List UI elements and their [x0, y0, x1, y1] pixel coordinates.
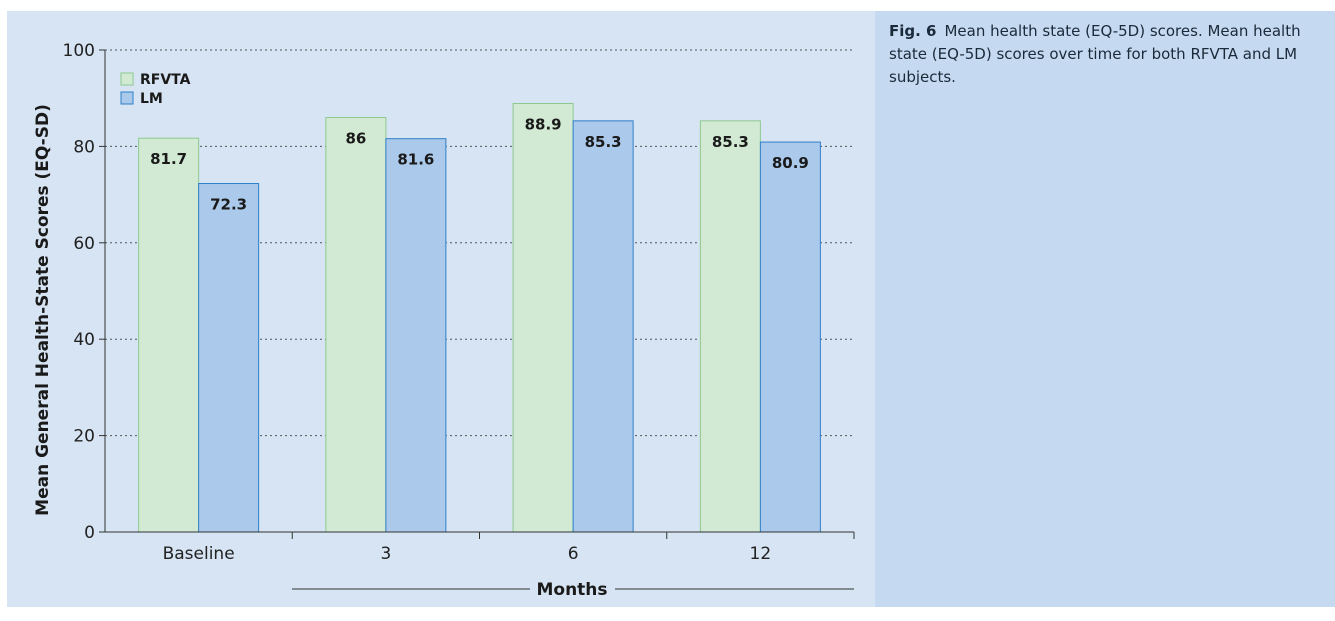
legend: RFVTA LM [120, 72, 191, 107]
bar-value-label: 80.9 [772, 154, 809, 172]
bar-rfvta [138, 137, 200, 533]
bar-value-label: 86 [345, 129, 366, 147]
bar-value-label: 72.3 [210, 196, 247, 214]
x-tick-label: 12 [750, 544, 772, 564]
y-tick-label: 40 [73, 330, 95, 350]
y-tick-label: 80 [73, 137, 95, 157]
caption-body: Mean health state (EQ-5D) scores. Mean h… [889, 22, 1301, 86]
figure-label: Fig. 6 [889, 22, 937, 40]
bar-value-label: 81.6 [397, 151, 434, 169]
bar-value-label: 85.3 [712, 133, 749, 151]
y-tick-label: 60 [73, 234, 95, 254]
legend-swatch-lm [120, 91, 134, 105]
bar-chart: 81.7 72.3 86 81.6 88.9 85.3 85.3 80.9 0 20 40 60 80… [33, 41, 855, 600]
caption-panel: Fig. 6 Mean health state (EQ-5D) scores. … [875, 11, 1335, 607]
x-tick-label: 3 [380, 544, 391, 564]
bar-lm [385, 138, 447, 533]
bar-value-label: 81.7 [150, 150, 187, 168]
bar-lm [198, 183, 260, 533]
bar-rfvta [325, 116, 387, 533]
y-axis-title: Mean General Health-State Scores (EQ-SD) [33, 104, 53, 516]
legend-swatch-rfvta [120, 72, 134, 86]
axes: 0 20 40 60 80 100 Baseline 3 6 12 [63, 41, 855, 564]
legend-label: RFVTA [140, 72, 191, 88]
figure-panel: 81.7 72.3 86 81.6 88.9 85.3 85.3 80.9 0 20 40 60 80… [7, 11, 875, 607]
bar-lm [572, 120, 634, 533]
bar-value-label: 85.3 [585, 133, 622, 151]
y-tick-label: 100 [63, 41, 95, 61]
bar-rfvta [699, 120, 761, 533]
x-axis-title: Months [536, 580, 607, 600]
y-tick-label: 20 [73, 427, 95, 447]
bar-lm [759, 141, 821, 533]
figure-caption: Fig. 6 Mean health state (EQ-5D) scores. … [889, 20, 1314, 89]
bars: 81.7 72.3 86 81.6 88.9 85.3 85.3 80.9 [138, 103, 821, 533]
legend-label: LM [140, 91, 163, 107]
x-tick-label: 6 [568, 544, 579, 564]
bar-rfvta [512, 103, 574, 533]
y-tick-label: 0 [84, 523, 95, 543]
x-tick-label: Baseline [163, 544, 235, 564]
bar-value-label: 88.9 [525, 116, 562, 134]
